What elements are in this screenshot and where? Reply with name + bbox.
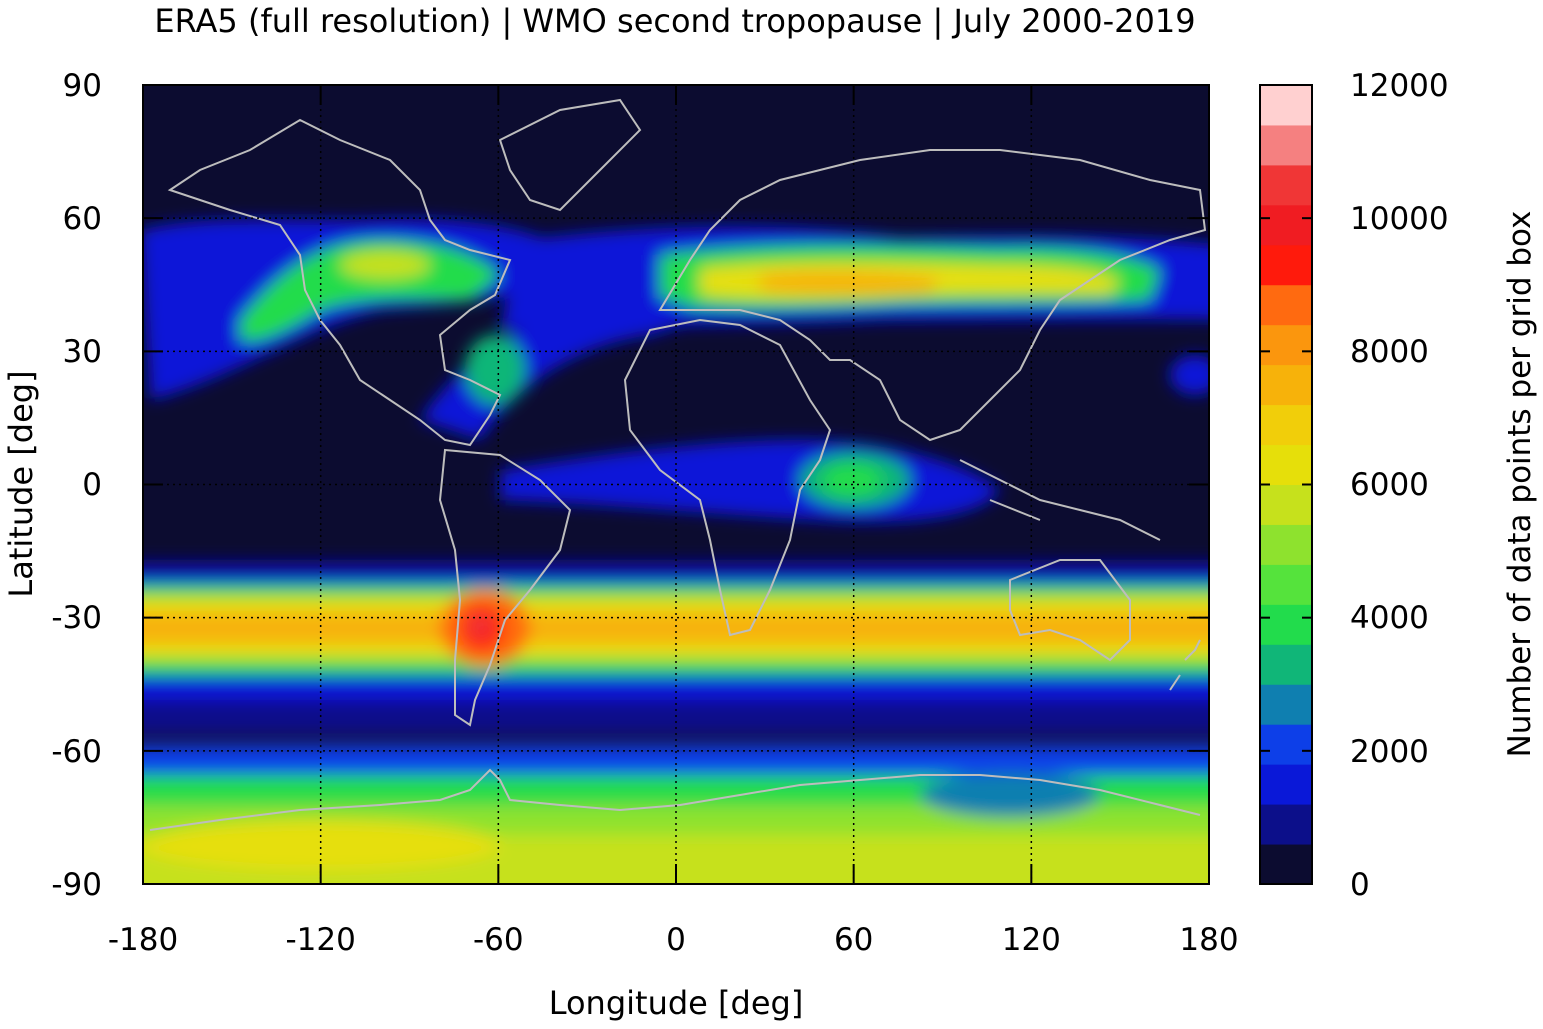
colorbar-swatch-7 bbox=[1260, 564, 1312, 605]
coastline-maritime-continent bbox=[959, 459, 1161, 541]
x-tick-label: -180 bbox=[108, 922, 178, 958]
x-tick-label: -60 bbox=[473, 922, 524, 958]
y-tick-label: 90 bbox=[63, 68, 102, 104]
colorbar-swatch-18 bbox=[1260, 124, 1312, 166]
y-tick-label: 60 bbox=[63, 201, 102, 237]
axis-ticks bbox=[143, 85, 1209, 884]
colorbar-swatch-10 bbox=[1260, 444, 1312, 485]
colorbar-swatch-4 bbox=[1260, 684, 1312, 725]
colorbar-swatch-3 bbox=[1260, 724, 1312, 765]
colorbar-label: Number of data points per grid box bbox=[1502, 211, 1538, 758]
y-tick-label: -30 bbox=[51, 600, 102, 636]
chart-title: ERA5 (full resolution) | WMO second trop… bbox=[154, 2, 1195, 40]
indian-ocean-green bbox=[822, 464, 882, 496]
colorbar-swatch-16 bbox=[1260, 204, 1312, 246]
colorbar-swatch-14 bbox=[1260, 284, 1312, 326]
grid-lines bbox=[143, 85, 1209, 884]
coastline-south-america bbox=[438, 448, 572, 727]
colorbar-swatch-1 bbox=[1260, 804, 1312, 845]
x-tick-label: -120 bbox=[285, 922, 355, 958]
x-tick-label: 180 bbox=[1179, 922, 1238, 958]
colorbar-swatches bbox=[1260, 85, 1312, 885]
colorbar-swatch-5 bbox=[1260, 644, 1312, 685]
coastline-new-zealand bbox=[1169, 639, 1201, 691]
antarctic-teal-east bbox=[920, 773, 1100, 817]
colorbar-swatch-8 bbox=[1260, 524, 1312, 565]
colorbar-swatch-6 bbox=[1260, 604, 1312, 645]
y-tick-label: -60 bbox=[51, 734, 102, 770]
band-north-eurasia-orange bbox=[760, 271, 940, 295]
colorbar-swatch-12 bbox=[1260, 364, 1312, 406]
coastline-africa-europe bbox=[623, 149, 1207, 637]
x-tick-label: 0 bbox=[666, 922, 686, 958]
x-tick-label: 120 bbox=[1002, 922, 1061, 958]
x-axis-label: Longitude [deg] bbox=[549, 984, 804, 1022]
coastline-greenland bbox=[498, 98, 642, 212]
x-tick-label: 60 bbox=[834, 922, 873, 958]
east-pacific-blue bbox=[1170, 355, 1209, 395]
coastline-north-america bbox=[167, 118, 512, 447]
colorbar-swatch-19 bbox=[1260, 85, 1312, 126]
colorbar-tick-label: 12000 bbox=[1350, 68, 1449, 104]
colorbar-swatch-15 bbox=[1260, 244, 1312, 286]
atlantic-green bbox=[465, 335, 525, 405]
colorbar-tick-label: 6000 bbox=[1350, 467, 1429, 503]
colorbar-tick-label: 2000 bbox=[1350, 734, 1429, 770]
colorbar-swatch-17 bbox=[1260, 164, 1312, 206]
colorbar-tick-label: 0 bbox=[1350, 867, 1370, 903]
y-tick-label: 0 bbox=[82, 467, 102, 503]
y-tick-label: -90 bbox=[51, 867, 102, 903]
colorbar-swatch-0 bbox=[1260, 844, 1312, 885]
colorbar-tick-label: 4000 bbox=[1350, 600, 1429, 636]
band-north-pacific-green bbox=[240, 240, 500, 341]
y-axis-label: Latitude [deg] bbox=[2, 370, 40, 597]
south-america-max-core bbox=[468, 613, 492, 639]
coastline-antarctica bbox=[149, 768, 1201, 831]
antarctic-yellow-west bbox=[143, 820, 500, 870]
colorbar-tick-labels: 0 2000 4000 6000 8000 10000 12000 bbox=[1350, 68, 1449, 903]
coastline-australia bbox=[1009, 559, 1131, 662]
coastlines bbox=[149, 98, 1207, 831]
colorbar: 0 2000 4000 6000 8000 10000 12000 Number… bbox=[1259, 68, 1538, 903]
plot-area bbox=[143, 85, 1209, 884]
north-america-yellow bbox=[340, 251, 430, 279]
y-tick-labels: 90 60 30 0 -30 -60 -90 bbox=[51, 68, 102, 903]
colorbar-swatch-13 bbox=[1260, 324, 1312, 366]
colorbar-swatch-9 bbox=[1260, 484, 1312, 525]
colorbar-swatch-2 bbox=[1260, 764, 1312, 805]
band-south-orange bbox=[143, 612, 1209, 644]
colorbar-tick-label: 8000 bbox=[1350, 334, 1429, 370]
colorbar-swatch-11 bbox=[1260, 404, 1312, 446]
y-tick-label: 30 bbox=[63, 334, 102, 370]
x-tick-labels: -180 -120 -60 0 60 120 180 bbox=[108, 922, 1239, 958]
colorbar-tick-label: 10000 bbox=[1350, 201, 1449, 237]
colorbar-ticks bbox=[1260, 217, 1312, 752]
